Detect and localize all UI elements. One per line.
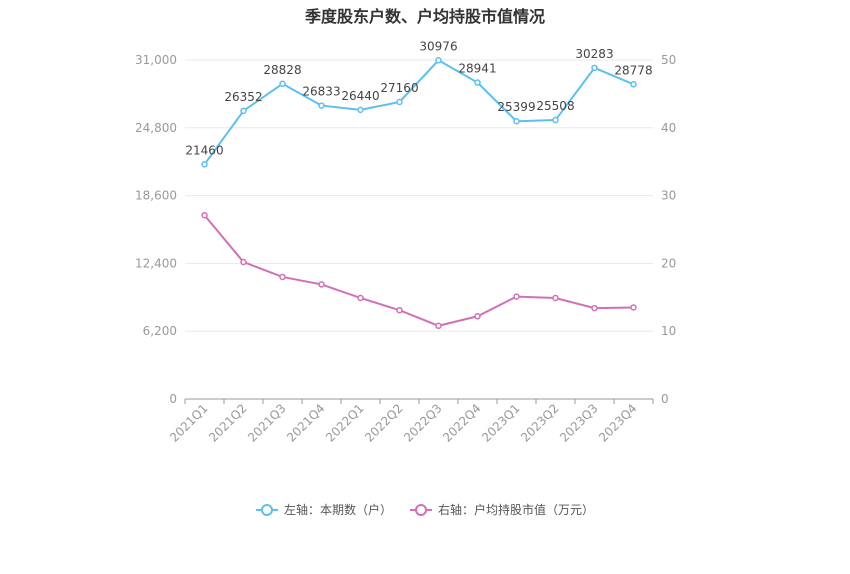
data-label: 26833 <box>302 85 340 99</box>
right-tick-label: 40 <box>661 121 676 135</box>
data-point-right <box>591 304 598 312</box>
right-tick-label: 10 <box>661 324 676 338</box>
left-tick-label: 6,200 <box>143 324 177 338</box>
right-tick-label: 50 <box>661 53 676 67</box>
data-label: 30283 <box>575 47 613 61</box>
x-tick-label: 2023Q2 <box>518 401 562 445</box>
data-point-right <box>630 304 637 311</box>
right-tick-label: 30 <box>661 189 676 203</box>
right-tick-label: 20 <box>661 256 676 270</box>
data-point-left <box>591 64 598 72</box>
data-label: 26440 <box>341 89 379 103</box>
data-label: 30976 <box>419 39 457 53</box>
data-point-left <box>513 117 520 125</box>
data-point-left <box>240 107 247 115</box>
data-point-left <box>435 57 442 64</box>
legend-label-left: 左轴：本期数（户） <box>283 503 392 517</box>
legend: 左轴：本期数（户） 右轴：户均持股市值（万元） <box>0 501 850 518</box>
data-point-left <box>474 79 481 86</box>
data-point-left <box>396 98 403 106</box>
x-tick-label: 2022Q1 <box>323 401 367 445</box>
data-point-left <box>318 102 325 109</box>
data-label: 26352 <box>224 90 262 104</box>
data-point-right <box>357 294 364 302</box>
data-point-right <box>396 306 403 314</box>
legend-marker-left <box>255 503 278 516</box>
left-tick-label: 0 <box>169 392 177 406</box>
data-point-right <box>201 212 208 219</box>
x-tick-label: 2023Q1 <box>479 401 523 445</box>
data-label: 28778 <box>614 63 652 77</box>
right-tick-label: 0 <box>661 392 669 406</box>
legend-label-right: 右轴：户均持股市值（万元） <box>438 503 595 517</box>
x-tick-label: 2023Q3 <box>557 401 601 445</box>
data-point-left <box>279 80 286 88</box>
data-point-right <box>552 294 559 302</box>
series <box>201 57 637 330</box>
data-label: 25399 <box>497 100 535 114</box>
data-point-right <box>474 313 481 320</box>
legend-item-right-series[interactable]: 右轴：户均持股市值（万元） <box>410 501 594 518</box>
left-tick-label: 31,000 <box>135 53 177 67</box>
left-tick-label: 12,400 <box>135 256 177 270</box>
x-tick-label: 2021Q1 <box>167 401 211 445</box>
x-tick-label: 2022Q2 <box>362 401 406 445</box>
data-point-right <box>513 293 520 300</box>
data-point-right <box>240 258 247 266</box>
data-point-right <box>279 273 286 281</box>
data-point-left <box>630 81 637 88</box>
x-tick-label: 2023Q4 <box>596 401 640 445</box>
data-point-left <box>201 161 208 168</box>
data-point-left <box>552 116 559 124</box>
chart-title: 季度股东户数、户均持股市值情况 <box>304 7 545 26</box>
data-label: 21460 <box>185 143 223 157</box>
x-tick-label: 2022Q3 <box>401 401 445 445</box>
x-tick-label: 2022Q4 <box>440 401 484 445</box>
gridlines <box>185 59 653 332</box>
x-tick-label: 2021Q4 <box>284 401 328 445</box>
data-label: 27160 <box>380 81 418 95</box>
data-label: 28941 <box>458 62 496 76</box>
x-tick-label: 2021Q2 <box>206 401 250 445</box>
axes: 0 0 6,200 10 12,400 20 18,600 30 24,800 40 31,000 5… <box>135 53 676 445</box>
series-line-left <box>203 59 634 165</box>
legend-marker-right <box>410 503 432 516</box>
left-tick-label: 24,800 <box>135 121 177 135</box>
legend-item-left-series[interactable]: 左轴：本期数（户） <box>255 501 392 518</box>
data-label: 25508 <box>536 99 574 113</box>
x-tick-label: 2021Q3 <box>245 401 289 445</box>
data-label: 28828 <box>263 63 301 77</box>
data-point-right <box>435 322 442 330</box>
series-line-right <box>203 214 634 327</box>
data-point-left <box>357 106 364 114</box>
data-point-right <box>318 281 325 288</box>
left-tick-label: 18,600 <box>135 189 177 203</box>
